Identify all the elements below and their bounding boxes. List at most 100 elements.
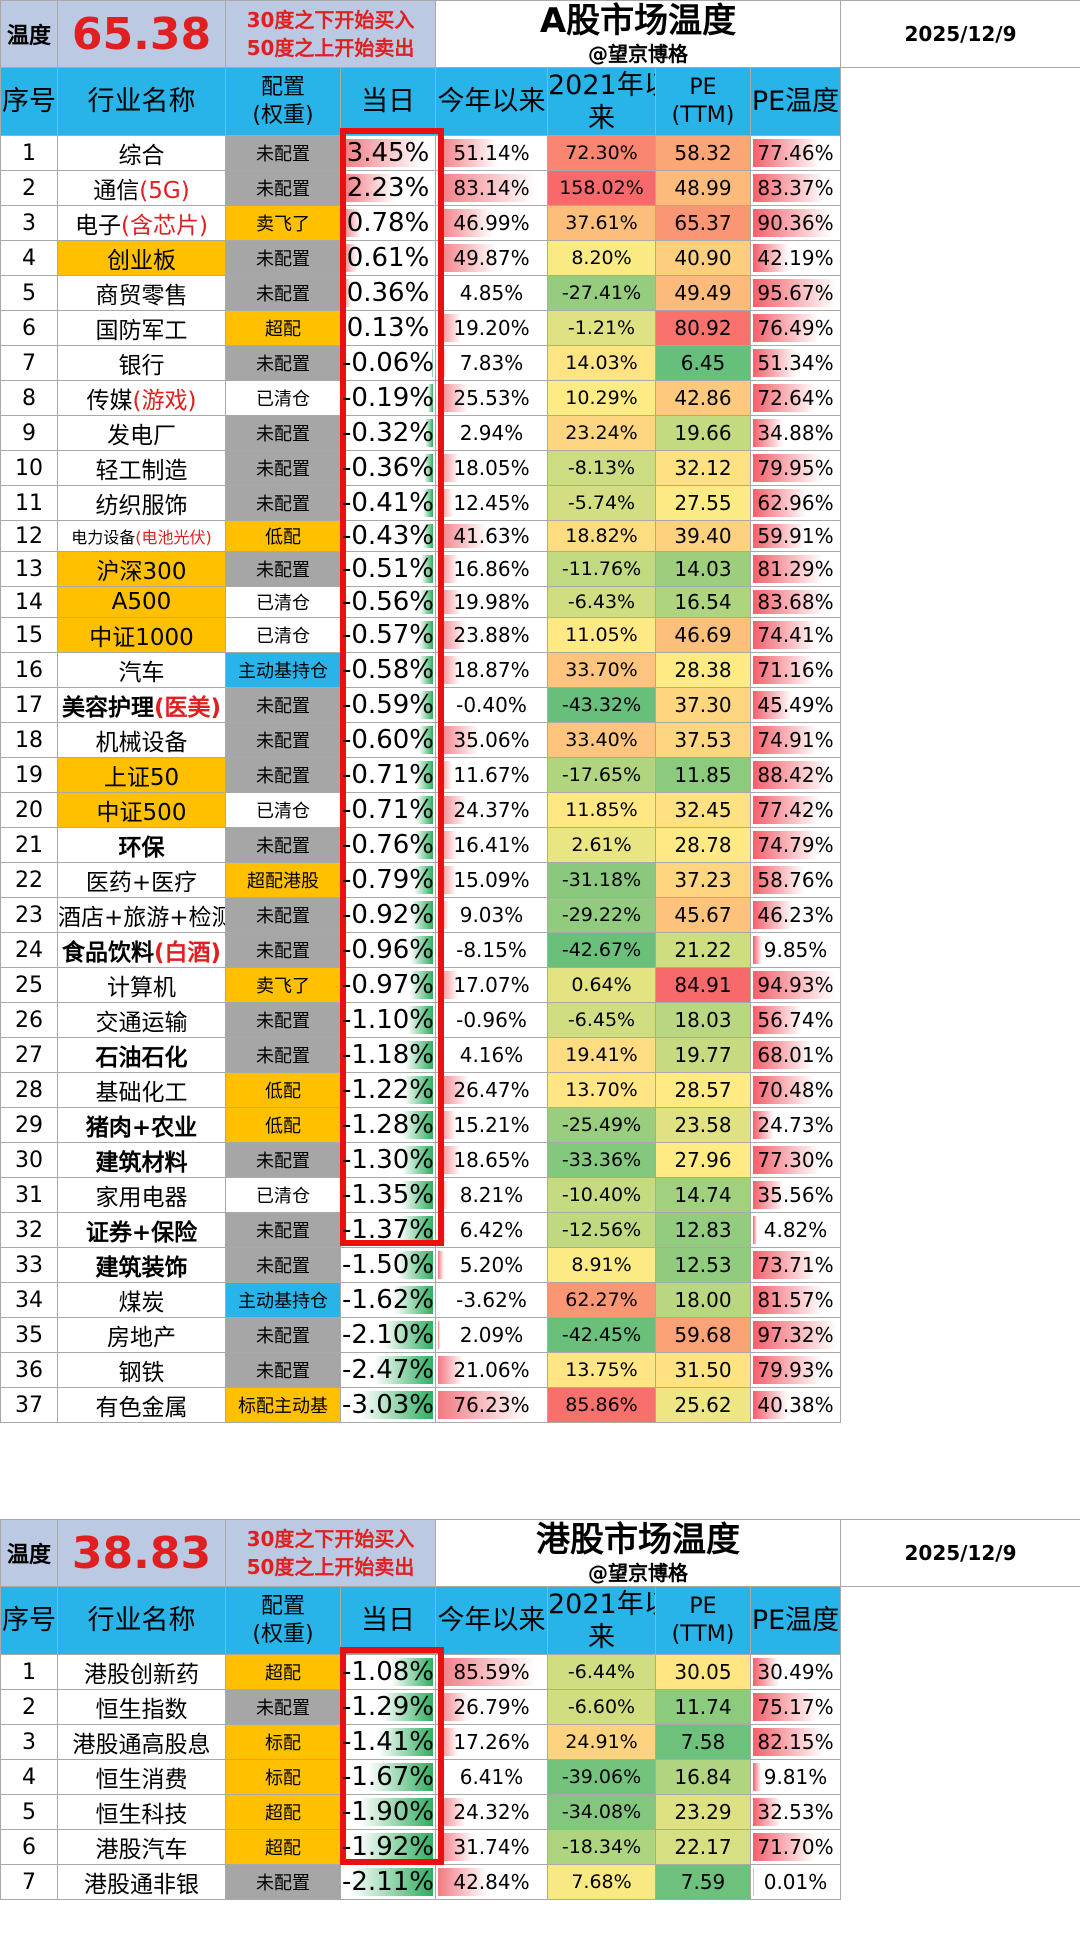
ytd-bar — [438, 1216, 446, 1244]
daily-change: -0.97% — [340, 967, 436, 1003]
pe-ttm: 16.84 — [655, 1759, 751, 1795]
daily-change: -3.03% — [340, 1387, 436, 1423]
table-row: 36 钢铁 未配置 -2.47% 21.06% 13.75% 31.50 79.93% — [0, 1352, 1080, 1388]
pe-temperature-bar — [753, 1146, 820, 1174]
ytd-bar — [438, 139, 499, 167]
allocation: 未配置 — [225, 1864, 341, 1900]
industry-name: 钢铁 — [57, 1352, 226, 1388]
ytd-value: 7.83% — [459, 351, 524, 375]
buy-rule: 30度之下开始买入 — [246, 8, 415, 32]
table-row: 12 电力设备(电池光伏) 低配 -0.43% 41.63% 18.82% 39.40 59.… — [0, 520, 1080, 552]
since-2021-change: 33.70% — [547, 652, 656, 688]
pe-ttm: 42.86 — [655, 380, 751, 416]
daily-change: -1.30% — [340, 1142, 436, 1178]
daily-change-bar — [428, 384, 433, 412]
pe-ttm: 28.38 — [655, 652, 751, 688]
allocation: 已清仓 — [225, 1177, 341, 1213]
row-seq: 13 — [0, 551, 58, 587]
ytd-change: 12.45% — [435, 485, 548, 521]
industry-name: 美容护理(医美) — [57, 687, 226, 723]
row-seq: 36 — [0, 1352, 58, 1388]
pe-temperature-value: 82.15% — [757, 1730, 834, 1754]
since-2021-change: 13.70% — [547, 1072, 656, 1108]
daily-change: -0.59% — [340, 687, 436, 723]
pe-temperature-value: 71.16% — [757, 658, 834, 682]
industry-name-text: 家用电器 — [95, 1185, 188, 1211]
pe-temperature-bar — [753, 1041, 812, 1069]
table-row: 28 基础化工 低配 -1.22% 26.47% 13.70% 28.57 70.48% — [0, 1072, 1080, 1108]
since-2021-change: 11.85% — [547, 792, 656, 828]
market-title: 港股市场温度 — [536, 1520, 740, 1561]
pe-temperature: 9.85% — [749, 932, 842, 968]
ytd-value: 18.87% — [453, 658, 530, 682]
pe-temperature: 77.46% — [749, 135, 842, 171]
ytd-change: 35.06% — [435, 722, 548, 758]
table-row: 6 国防军工 超配 0.13% 19.20% -1.21% 80.92 76.49% — [0, 310, 1080, 346]
pe-temperature: 95.67% — [749, 275, 842, 311]
ytd-change: 16.41% — [435, 827, 548, 863]
table-row: 7 银行 未配置 -0.06% 7.83% 14.03% 6.45 51.34% — [0, 345, 1080, 381]
allocation: 未配置 — [225, 1317, 341, 1353]
pe-temperature: 40.38% — [749, 1387, 842, 1423]
daily-change-bar — [358, 1798, 433, 1826]
ytd-change: 2.09% — [435, 1317, 548, 1353]
table-row: 21 环保 未配置 -0.76% 16.41% 2.61% 28.78 74.79% — [0, 827, 1080, 863]
daily-change-bar — [343, 244, 358, 272]
allocation: 未配置 — [225, 722, 341, 758]
allocation: 未配置 — [225, 827, 341, 863]
row-seq: 28 — [0, 1072, 58, 1108]
industry-name-text: 石油石化 — [95, 1045, 188, 1071]
row-seq: 6 — [0, 310, 58, 346]
daily-change-value: -0.79% — [342, 865, 434, 895]
allocation: 低配 — [225, 520, 341, 552]
temperature-label: 温度 — [0, 1519, 58, 1587]
industry-name: 医药+医疗 — [57, 862, 226, 898]
daily-change: -1.22% — [340, 1072, 436, 1108]
pe-temperature-value: 76.49% — [757, 316, 834, 340]
pe-temperature-bar — [753, 244, 790, 272]
table-row: 22 医药+医疗 超配港股 -0.79% 15.09% -31.18% 37.23 58.76… — [0, 862, 1080, 898]
ytd-change: -0.40% — [435, 687, 548, 723]
ytd-bar — [438, 1321, 441, 1349]
ytd-bar — [438, 1251, 445, 1279]
ytd-change: 17.07% — [435, 967, 548, 1003]
daily-change-value: -1.08% — [342, 1657, 434, 1687]
daily-change: -0.57% — [340, 617, 436, 653]
daily-change-bar — [397, 1251, 433, 1279]
pe-temperature-bar — [753, 1076, 814, 1104]
pe-temperature: 59.91% — [749, 520, 842, 552]
daily-change-bar — [343, 139, 423, 167]
since-2021-change: -29.22% — [547, 897, 656, 933]
ytd-value: -3.62% — [456, 1288, 527, 1312]
table-row: 3 港股通高股息 标配 -1.41% 17.26% 24.91% 7.58 82.15% — [0, 1724, 1080, 1760]
pe-temperature-bar — [753, 1868, 754, 1896]
industry-name-text: 纺织服饰 — [95, 493, 188, 519]
ytd-value: 42.84% — [453, 1870, 530, 1894]
header-row: 序号 行业名称 配置(权重) 当日 今年以来 2021年以来 PE(TTM) P… — [0, 1586, 1080, 1655]
pe-temperature-value: 24.73% — [757, 1113, 834, 1137]
daily-change-value: -2.10% — [342, 1320, 434, 1350]
industry-name: 交通运输 — [57, 1002, 226, 1038]
daily-change-bar — [377, 1728, 433, 1756]
industry-name-text: 中证1000 — [89, 625, 194, 651]
ytd-change: 26.47% — [435, 1072, 548, 1108]
pe-temperature: 30.49% — [750, 1654, 841, 1690]
pe-temperature: 75.17% — [750, 1689, 841, 1725]
since-2021-change: -12.56% — [547, 1212, 656, 1248]
industry-name: 汽车 — [57, 652, 226, 688]
title-cell: A股市场温度 @望京博格 — [434, 0, 842, 68]
industry-name-text: 煤炭 — [118, 1290, 165, 1316]
hk-share-temperature-table: 温度 38.83 30度之下开始买入 50度之上开始卖出 港股市场温度 @望京博… — [0, 1519, 1080, 1900]
sell-rule: 50度之上开始卖出 — [246, 36, 415, 60]
pe-temperature-bar — [753, 936, 762, 964]
pe-temperature: 94.93% — [749, 967, 842, 1003]
pe-temperature-bar — [753, 1693, 818, 1721]
pe-temperature: 74.79% — [749, 827, 842, 863]
daily-change-bar — [415, 761, 433, 789]
daily-change: -1.50% — [340, 1247, 436, 1283]
pe-ttm: 11.85 — [655, 757, 751, 793]
pe-ttm: 31.50 — [655, 1352, 751, 1388]
industry-name: 中证1000 — [57, 617, 226, 653]
pe-temperature-value: 35.56% — [757, 1183, 834, 1207]
allocation: 主动基持仓 — [225, 652, 341, 688]
